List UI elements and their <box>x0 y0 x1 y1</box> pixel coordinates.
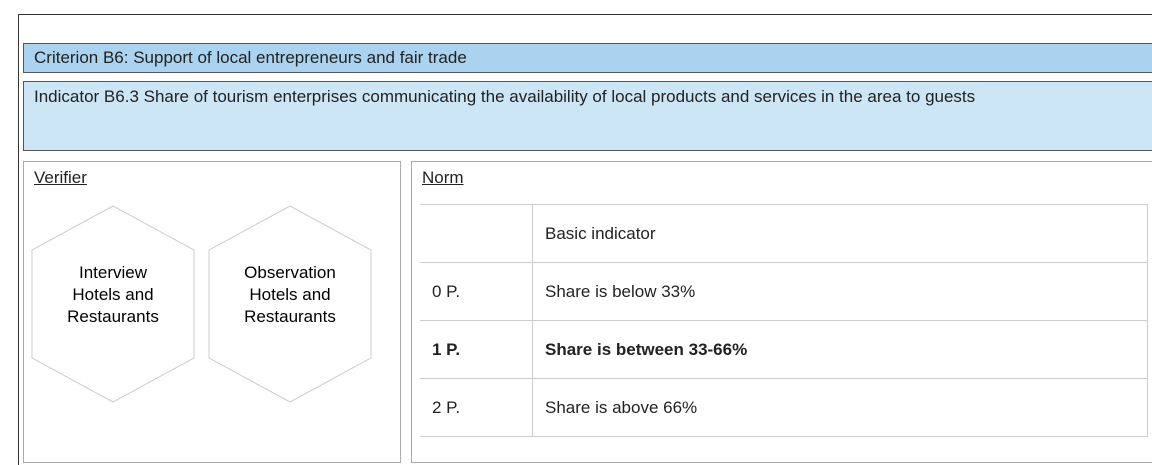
norm-title: Norm <box>422 168 464 187</box>
verifier-title: Verifier <box>34 168 87 187</box>
criterion: Criterion B6: Support of local entrepren… <box>23 43 1152 73</box>
points: 0 P. <box>420 262 533 321</box>
norm-table: Basic indicator 0 P. Share is below 33% 1… <box>420 204 1148 437</box>
document: Criterion B6: Support of local entrepren… <box>18 14 1152 465</box>
description: Share is below 33% <box>532 262 1148 321</box>
points: 1 P. <box>420 320 533 379</box>
hexagons: Interview Hotels and Restaurants Observati… <box>31 205 372 403</box>
hexagon <box>208 205 372 403</box>
header: Basic indicator <box>532 204 1148 263</box>
norm-panel: Norm Basic indicator 0 P. Share is below … <box>411 161 1152 463</box>
description: Share is between 33-66% <box>532 320 1148 379</box>
hexagon <box>31 205 195 403</box>
points: 2 P. <box>420 378 533 437</box>
verifier-item: Interview Hotels and Restaurants <box>67 263 159 326</box>
verifier-panel: Verifier Interview Hotels and Restaurants … <box>23 161 401 463</box>
indicator: Indicator B6.3 Share of tourism enterpri… <box>23 81 1152 151</box>
verifier-item: Observation Hotels and Restaurants <box>244 263 336 326</box>
description: Share is above 66% <box>532 378 1148 437</box>
